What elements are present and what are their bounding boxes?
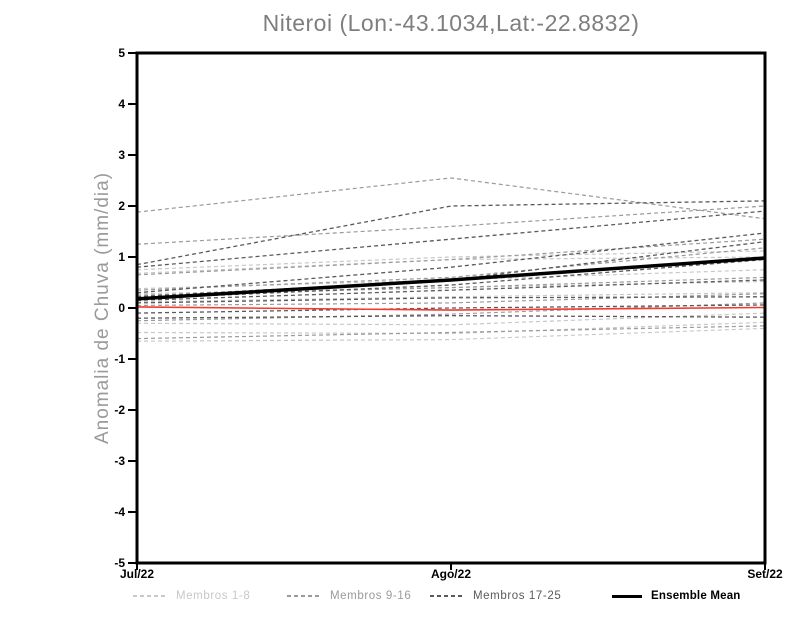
y-tick-label: -4: [114, 505, 125, 519]
x-tick-label: Set/22: [747, 567, 783, 581]
legend-item-membros-9-16: Membros 9-16: [287, 588, 411, 604]
ensemble-mean-line: [136, 256, 766, 301]
member-line: [136, 210, 766, 268]
x-tick-label: Jul/22: [120, 567, 154, 581]
y-tick-label: -1: [114, 352, 125, 366]
dashed-line-sample: [287, 595, 321, 597]
y-tick-label: 4: [118, 97, 125, 111]
zero-anomaly-line: [136, 306, 766, 311]
legend: Membros 1-8 Membros 9-16 Membros 17-25 E…: [0, 588, 800, 608]
solid-line-sample: [612, 594, 642, 598]
legend-item-membros-1-8: Membros 1-8: [133, 588, 250, 604]
member-line: [136, 327, 766, 342]
y-tick-label: 0: [118, 301, 125, 315]
y-tick-label: -3: [114, 454, 125, 468]
y-tick-label: 5: [118, 46, 125, 60]
legend-item-membros-17-25: Membros 17-25: [430, 588, 561, 604]
legend-label: Membros 17-25: [473, 590, 562, 602]
member-line: [136, 200, 766, 266]
y-tick-label: -2: [114, 403, 125, 417]
y-tick-label: 1: [118, 250, 125, 264]
y-tick-label: 2: [118, 199, 125, 213]
x-tick-label: Ago/22: [431, 567, 471, 581]
chart-title: Niteroi (Lon:-43.1034,Lat:-22.8832): [262, 10, 640, 36]
member-line: [136, 177, 766, 220]
y-tick-label: -5: [114, 556, 125, 570]
member-line: [136, 293, 766, 307]
legend-item-ensemble-mean: Ensemble Mean: [612, 588, 741, 604]
dashed-line-sample: [133, 595, 167, 597]
legend-label: Ensemble Mean: [651, 590, 741, 602]
member-line: [136, 241, 766, 298]
dashed-line-sample: [430, 595, 464, 597]
legend-label: Membros 9-16: [330, 590, 412, 602]
legend-label: Membros 1-8: [176, 590, 251, 602]
y-tick-label: 3: [118, 148, 125, 162]
member-line: [136, 232, 766, 294]
